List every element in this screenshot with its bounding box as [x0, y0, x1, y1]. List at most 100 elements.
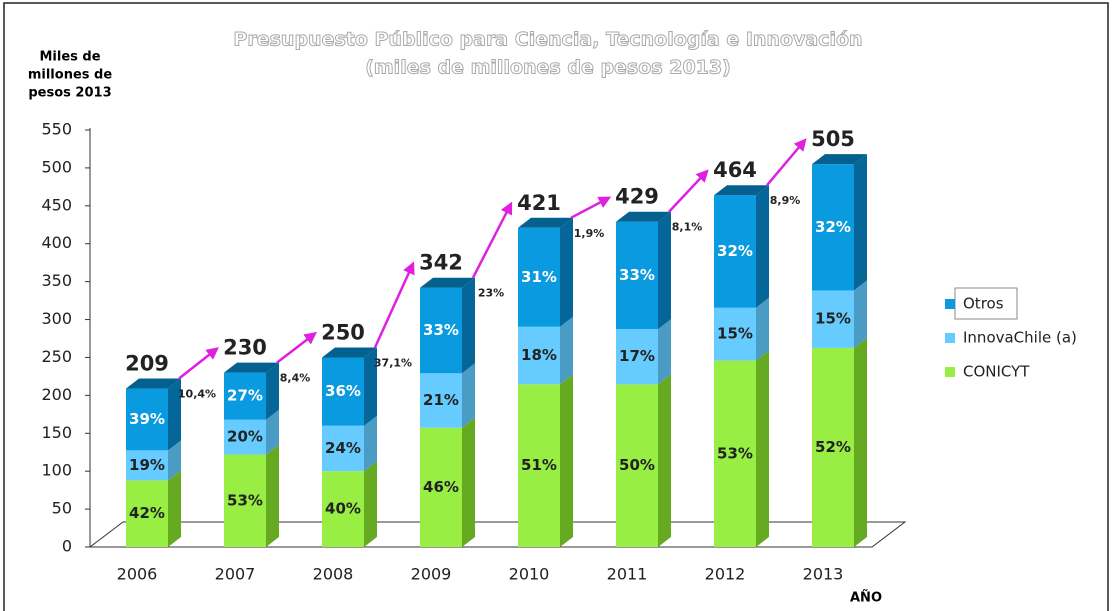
x-tick-label: 2011: [607, 565, 648, 584]
bar-side: [756, 350, 769, 547]
y-tick-label: 300: [41, 309, 72, 328]
share-label: 27%: [227, 387, 263, 405]
bar-segment: [322, 471, 364, 547]
bar-segment: [420, 427, 462, 547]
total-label: 505: [811, 127, 855, 151]
total-label: 421: [517, 191, 561, 215]
chart-subtitle: (miles de millones de pesos 2013): [365, 57, 731, 79]
bar-segment: [714, 195, 756, 308]
y-tick-label: 500: [41, 157, 72, 176]
bar-segment: [812, 290, 854, 348]
bar-segment: [518, 227, 560, 327]
growth-label: 8,9%: [770, 194, 801, 207]
bar-side: [756, 297, 769, 361]
share-label: 46%: [423, 478, 459, 496]
growth-arrow: [276, 331, 317, 364]
legend-swatch: [945, 299, 955, 309]
share-label: 31%: [521, 268, 557, 286]
total-label: 209: [125, 352, 169, 376]
bar-side: [462, 277, 475, 374]
y-tick-label: 400: [41, 233, 72, 252]
legend-box: [954, 287, 1018, 320]
growth-label: 10,4%: [178, 388, 216, 401]
total-label: 464: [713, 158, 757, 182]
legend-swatch: [945, 367, 955, 377]
share-label: 36%: [325, 382, 361, 400]
bar-segment: [616, 221, 658, 330]
bar-side: [462, 363, 475, 428]
share-label: 17%: [619, 347, 655, 365]
bar-side: [560, 316, 573, 385]
growth-arrow: [471, 201, 513, 279]
frame: [3, 2, 1109, 611]
share-label: 20%: [227, 428, 263, 446]
bar-segment: [126, 450, 168, 481]
total-label: 342: [419, 251, 463, 275]
bar-side: [756, 185, 769, 308]
bar-side: [560, 217, 573, 327]
floor: [88, 521, 907, 548]
bar-segment: [322, 357, 364, 426]
bar-segment: [126, 480, 168, 547]
share-label: 18%: [521, 346, 557, 364]
bar-top: [812, 154, 867, 165]
growth-label: 8,1%: [672, 221, 703, 234]
x-tick-label: 2006: [117, 565, 158, 584]
growth-label: 23%: [478, 287, 504, 300]
y-tick-label: 50: [52, 499, 72, 518]
bar-side: [854, 337, 867, 547]
bar-top: [224, 362, 279, 373]
bar-top: [616, 211, 671, 222]
bar-side: [658, 211, 671, 330]
bar-side: [266, 362, 279, 420]
x-tick-label: 2013: [803, 565, 844, 584]
bar-side: [168, 470, 181, 547]
share-label: 53%: [717, 444, 753, 462]
share-label: 33%: [619, 266, 655, 284]
x-tick-label: 2012: [705, 565, 746, 584]
x-tick-label: 2007: [215, 565, 256, 584]
bar-side: [266, 444, 279, 547]
bar-segment: [420, 373, 462, 428]
y-tick-label: 350: [41, 271, 72, 290]
bar-segment: [616, 329, 658, 385]
share-label: 40%: [325, 500, 361, 518]
total-label: 230: [223, 336, 267, 360]
bar-side: [462, 417, 475, 547]
y-axis-label: millones de: [28, 68, 112, 83]
bar-side: [854, 154, 867, 291]
bar-segment: [224, 454, 266, 547]
legend-label: InnovaChile (a): [963, 329, 1077, 347]
share-label: 52%: [815, 438, 851, 456]
bar-side: [266, 409, 279, 455]
total-label: 250: [321, 320, 365, 344]
share-label: 15%: [815, 310, 851, 328]
y-tick-label: 0: [62, 537, 72, 556]
share-label: 39%: [129, 410, 165, 428]
bar-side: [658, 319, 671, 385]
growth-arrow: [668, 169, 709, 213]
legend-swatch: [945, 333, 955, 343]
y-tick-label: 150: [41, 423, 72, 442]
x-tick-label: 2010: [509, 565, 550, 584]
bar-side: [854, 280, 867, 348]
bar-segment: [322, 425, 364, 472]
bar-segment: [714, 360, 756, 547]
bar-side: [168, 440, 181, 481]
y-tick-label: 200: [41, 385, 72, 404]
share-label: 32%: [717, 242, 753, 260]
share-label: 50%: [619, 456, 655, 474]
bar-segment: [812, 347, 854, 547]
bar-side: [364, 347, 377, 426]
share-label: 32%: [815, 218, 851, 236]
bar-segment: [224, 419, 266, 455]
bar-segment: [420, 287, 462, 374]
share-label: 51%: [521, 456, 557, 474]
x-axis-label: AÑO: [850, 590, 882, 606]
share-label: 33%: [423, 321, 459, 339]
x-tick-label: 2009: [411, 565, 452, 584]
growth-label: 8,4%: [280, 372, 311, 385]
share-label: 24%: [325, 439, 361, 457]
share-label: 15%: [717, 325, 753, 343]
bar-top: [714, 185, 769, 196]
